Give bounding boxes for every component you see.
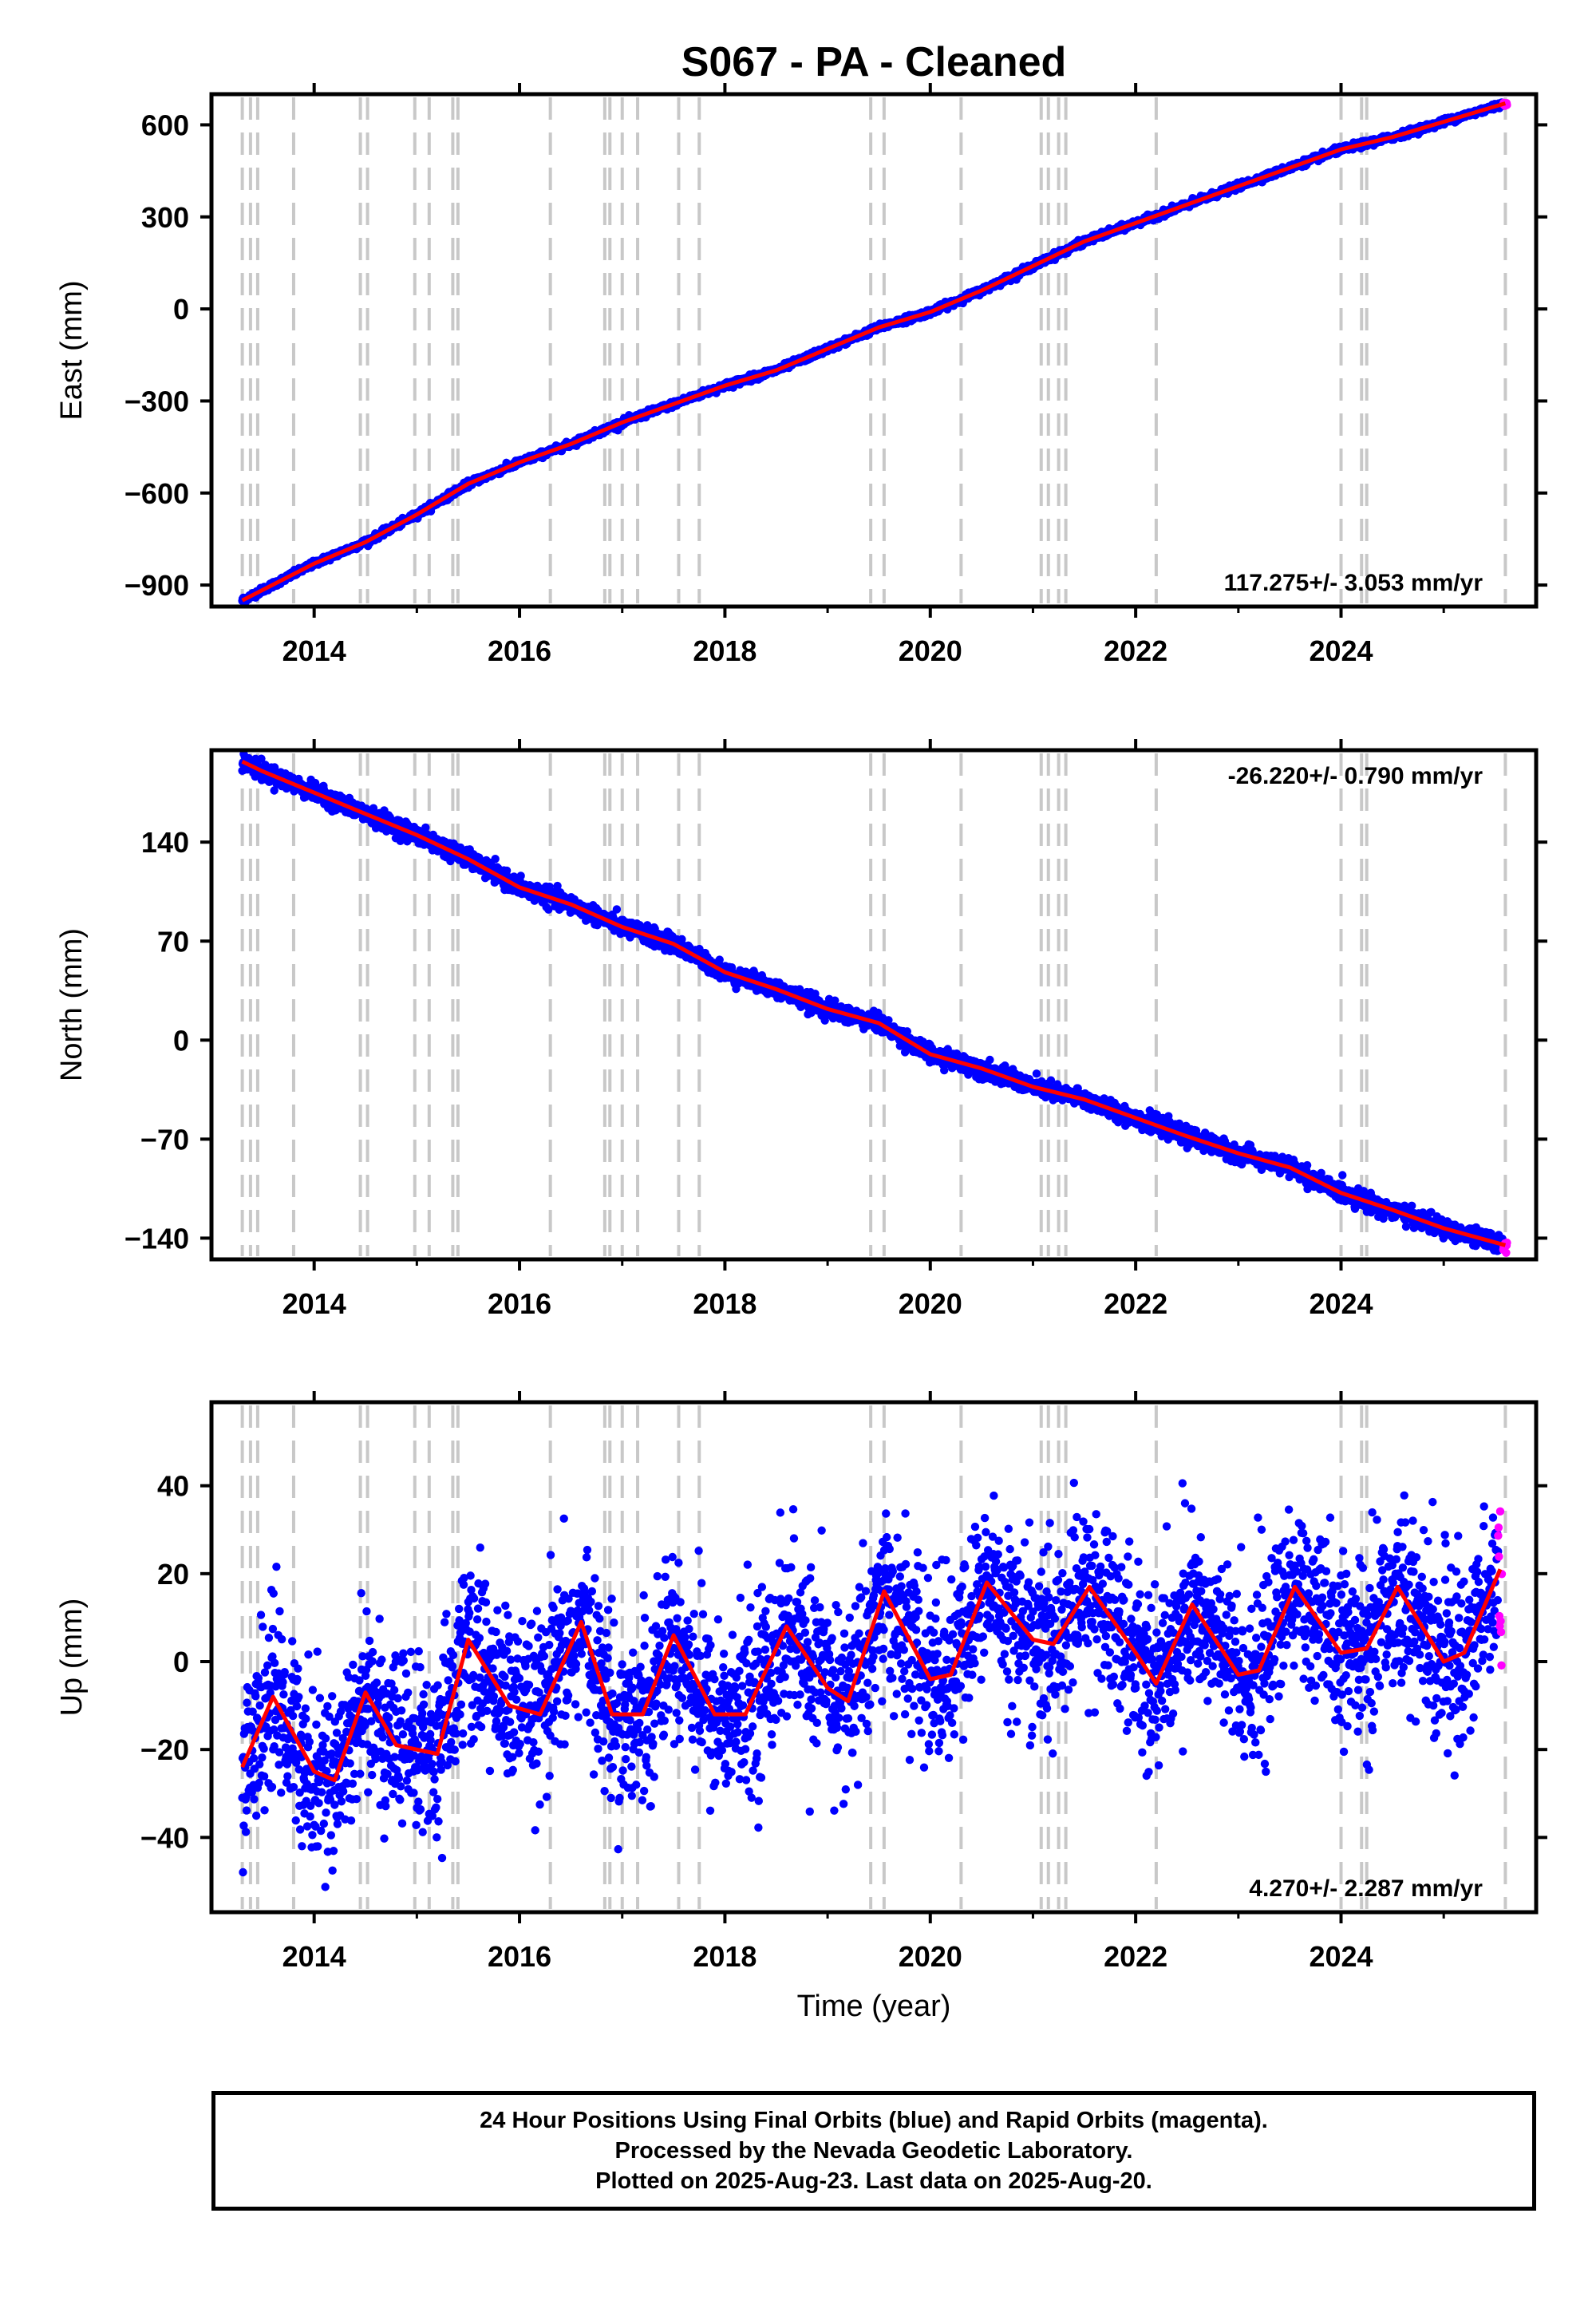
chart-title: S067 - PA - Cleaned <box>681 39 1067 85</box>
data-point <box>491 855 500 864</box>
x-tick-label: 2024 <box>1309 634 1373 667</box>
data-points-north <box>238 750 1511 1257</box>
data-points-east <box>238 98 1511 607</box>
y-tick-label: 600 <box>141 109 189 141</box>
y-tick-label: −300 <box>124 385 189 417</box>
panel-north <box>200 739 1547 1271</box>
x-tick-label: 2016 <box>488 634 551 667</box>
data-point <box>715 955 724 964</box>
y-tick-label: −600 <box>124 477 189 510</box>
panel-east <box>200 83 1547 618</box>
model-line <box>241 101 1507 603</box>
x-tick-label: 2014 <box>282 634 346 667</box>
data-point <box>544 905 553 914</box>
plot-frame <box>209 92 1539 609</box>
x-tick-label: 2018 <box>693 634 757 667</box>
y-tick-label: −900 <box>124 569 189 602</box>
rate-label: 117.275+/- 3.053 mm/yr <box>1224 570 1483 596</box>
data-point <box>270 786 279 795</box>
data-point <box>456 843 465 852</box>
data-point <box>553 881 562 891</box>
y-tick-label: 0 <box>173 293 189 326</box>
data-point <box>421 823 430 832</box>
data-point <box>502 866 512 875</box>
data-point <box>612 905 622 914</box>
y-tick-label: 300 <box>141 201 189 234</box>
y-axis-label: East (mm) <box>55 280 89 420</box>
data-point <box>257 754 266 763</box>
data-point <box>516 871 525 880</box>
x-tick-label: 2020 <box>899 634 962 667</box>
data-point <box>642 921 652 930</box>
x-tick-label: 2022 <box>1104 634 1167 667</box>
